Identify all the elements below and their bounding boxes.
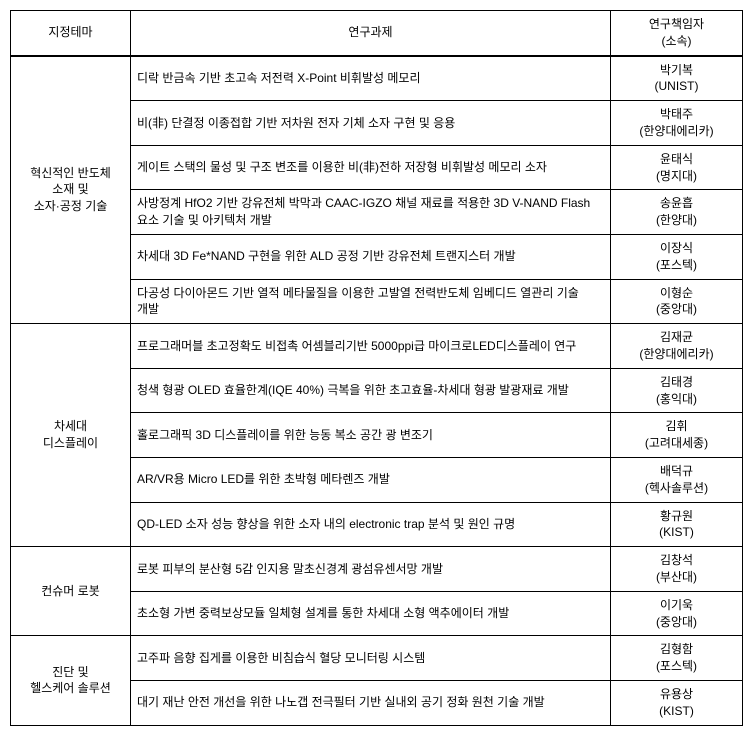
- pi-cell: 윤태식(명지대): [611, 145, 743, 190]
- pi-cell: 김형함(포스텍): [611, 636, 743, 681]
- table-row: 혁신적인 반도체소재 및소자·공정 기술디락 반금속 기반 초고속 저전력 X-…: [11, 56, 743, 101]
- research-table: 지정테마 연구과제 연구책임자(소속) 혁신적인 반도체소재 및소자·공정 기술…: [10, 10, 743, 726]
- table-row: 컨슈머 로봇로봇 피부의 분산형 5감 인지용 말초신경계 광섬유센서망 개발김…: [11, 547, 743, 592]
- theme-cell: 컨슈머 로봇: [11, 547, 131, 636]
- pi-cell: 박태주(한양대에리카): [611, 101, 743, 146]
- task-cell: QD-LED 소자 성능 향상을 위한 소자 내의 electronic tra…: [131, 502, 611, 547]
- task-cell: 로봇 피부의 분산형 5감 인지용 말초신경계 광섬유센서망 개발: [131, 547, 611, 592]
- theme-cell: 차세대디스플레이: [11, 324, 131, 547]
- pi-cell: 김휘(고려대세종): [611, 413, 743, 458]
- task-cell: 초소형 가변 중력보상모듈 일체형 설계를 통한 차세대 소형 액추에이터 개발: [131, 591, 611, 636]
- task-cell: 프로그래머블 초고정확도 비접촉 어셈블리기반 5000ppi급 마이크로LED…: [131, 324, 611, 369]
- pi-cell: 박기복(UNIST): [611, 56, 743, 101]
- theme-cell: 혁신적인 반도체소재 및소자·공정 기술: [11, 56, 131, 324]
- pi-cell: 유용상(KIST): [611, 680, 743, 725]
- task-cell: 청색 형광 OLED 효율한계(IQE 40%) 극복을 위한 초고효율-차세대…: [131, 368, 611, 413]
- pi-cell: 황규원(KIST): [611, 502, 743, 547]
- task-cell: 게이트 스택의 물성 및 구조 변조를 이용한 비(非)전하 저장형 비휘발성 …: [131, 145, 611, 190]
- pi-cell: 김태경(홍익대): [611, 368, 743, 413]
- task-cell: AR/VR용 Micro LED를 위한 초박형 메타렌즈 개발: [131, 457, 611, 502]
- pi-cell: 김창석(부산대): [611, 547, 743, 592]
- task-cell: 사방정계 HfO2 기반 강유전체 박막과 CAAC-IGZO 채널 재료를 적…: [131, 190, 611, 235]
- task-cell: 다공성 다이아몬드 기반 열적 메타물질을 이용한 고발열 전력반도체 임베디드…: [131, 279, 611, 324]
- task-cell: 차세대 3D Fe*NAND 구현을 위한 ALD 공정 기반 강유전체 트랜지…: [131, 234, 611, 279]
- header-row: 지정테마 연구과제 연구책임자(소속): [11, 11, 743, 56]
- theme-cell: 진단 및헬스케어 솔루션: [11, 636, 131, 725]
- table-body: 혁신적인 반도체소재 및소자·공정 기술디락 반금속 기반 초고속 저전력 X-…: [11, 56, 743, 725]
- table-row: 진단 및헬스케어 솔루션고주파 음향 집게를 이용한 비침습식 혈당 모니터링 …: [11, 636, 743, 681]
- pi-cell: 배덕규(헥사솔루션): [611, 457, 743, 502]
- pi-cell: 송윤흡(한양대): [611, 190, 743, 235]
- table-row: 차세대디스플레이프로그래머블 초고정확도 비접촉 어셈블리기반 5000ppi급…: [11, 324, 743, 369]
- task-cell: 비(非) 단결정 이종접합 기반 저차원 전자 기체 소자 구현 및 응용: [131, 101, 611, 146]
- header-theme: 지정테마: [11, 11, 131, 56]
- task-cell: 대기 재난 안전 개선을 위한 나노갭 전극필터 기반 실내외 공기 정화 원천…: [131, 680, 611, 725]
- pi-cell: 이형순(중앙대): [611, 279, 743, 324]
- task-cell: 고주파 음향 집게를 이용한 비침습식 혈당 모니터링 시스템: [131, 636, 611, 681]
- task-cell: 디락 반금속 기반 초고속 저전력 X-Point 비휘발성 메모리: [131, 56, 611, 101]
- task-cell: 홀로그래픽 3D 디스플레이를 위한 능동 복소 공간 광 변조기: [131, 413, 611, 458]
- pi-cell: 이장식(포스텍): [611, 234, 743, 279]
- pi-cell: 김재균(한양대에리카): [611, 324, 743, 369]
- header-pi: 연구책임자(소속): [611, 11, 743, 56]
- header-task: 연구과제: [131, 11, 611, 56]
- pi-cell: 이기욱(중앙대): [611, 591, 743, 636]
